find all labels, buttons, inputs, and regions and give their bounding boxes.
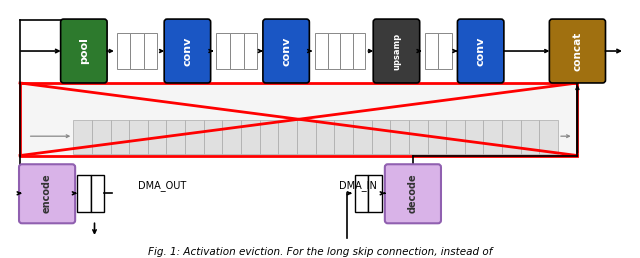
FancyBboxPatch shape	[458, 19, 504, 83]
Bar	[241, 120, 260, 154]
Text: conv: conv	[182, 36, 193, 66]
Bar	[540, 120, 558, 154]
Bar	[328, 33, 340, 69]
Bar	[316, 120, 334, 154]
Bar	[116, 33, 131, 69]
Bar	[353, 120, 372, 154]
FancyBboxPatch shape	[61, 19, 107, 83]
Bar	[278, 120, 297, 154]
Text: conv: conv	[476, 36, 486, 66]
FancyBboxPatch shape	[385, 164, 441, 223]
Bar	[465, 120, 483, 154]
Bar	[390, 120, 409, 154]
Bar	[260, 120, 278, 154]
Bar	[424, 33, 438, 69]
Text: decode: decode	[408, 173, 418, 213]
Bar	[230, 33, 244, 69]
Bar	[73, 120, 92, 154]
FancyBboxPatch shape	[549, 19, 605, 83]
Bar	[77, 175, 91, 212]
Text: concat: concat	[572, 31, 582, 71]
Bar	[438, 33, 452, 69]
FancyBboxPatch shape	[263, 19, 309, 83]
Bar	[483, 120, 502, 154]
Bar	[148, 120, 166, 154]
FancyBboxPatch shape	[164, 19, 211, 83]
Text: pool: pool	[79, 38, 89, 64]
Bar	[353, 33, 365, 69]
Text: upsamp: upsamp	[392, 33, 401, 70]
Bar	[144, 33, 157, 69]
Bar	[521, 120, 540, 154]
Bar	[355, 175, 369, 212]
Text: DMA_OUT: DMA_OUT	[138, 180, 186, 191]
Bar	[91, 175, 104, 212]
Bar	[409, 120, 428, 154]
Bar	[340, 33, 353, 69]
Text: DMA_IN: DMA_IN	[339, 180, 377, 191]
Text: encode: encode	[42, 173, 52, 213]
Bar	[20, 83, 577, 156]
Text: conv: conv	[281, 36, 291, 66]
Bar	[315, 33, 328, 69]
Bar	[204, 120, 223, 154]
Bar	[111, 120, 129, 154]
Bar	[369, 175, 382, 212]
Bar	[372, 120, 390, 154]
FancyBboxPatch shape	[19, 164, 75, 223]
Bar	[446, 120, 465, 154]
Bar	[297, 120, 316, 154]
Bar	[131, 33, 144, 69]
Bar	[244, 33, 257, 69]
Bar	[334, 120, 353, 154]
Bar	[92, 120, 111, 154]
Bar	[129, 120, 148, 154]
Bar	[216, 33, 230, 69]
Bar	[428, 120, 446, 154]
Bar	[223, 120, 241, 154]
Bar	[185, 120, 204, 154]
Bar	[502, 120, 521, 154]
FancyBboxPatch shape	[373, 19, 420, 83]
Text: Fig. 1: Activation eviction. For the long skip connection, instead of: Fig. 1: Activation eviction. For the lon…	[148, 246, 492, 256]
Bar	[166, 120, 185, 154]
